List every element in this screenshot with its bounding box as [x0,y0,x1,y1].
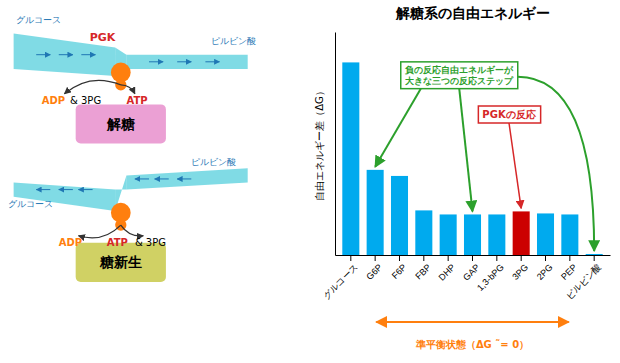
pathway-diagram: 解糖糖新生グルコースPGKピルビン酸ADP& 3PGATPピルビン酸グルコースA… [8,15,256,282]
bar [488,214,505,255]
x-tick-label: 1,3-bPG [475,262,506,293]
flow-arrow [81,54,95,55]
diagram-label: ADP [59,237,82,248]
x-tick: ピルビン酸 [564,255,603,301]
reaction-arrow [79,225,121,238]
x-tick: PEP [559,255,579,282]
annotation-arrow [518,77,594,251]
annotation: 負の反応自由エネルギーが大きな三つの反応ステップ PGKの反応 [375,62,594,251]
range-arrow [376,321,569,323]
x-tick-mark [399,255,400,261]
x-tick-label: 3PG [510,262,530,282]
x-tick: グルコース [321,255,360,301]
annotation-box [478,106,540,123]
x-axis: グルコースG6P F6PFBP DHPGAP1,3-bPG3PG2PGPEPピルビン… [321,255,611,301]
bars [342,62,602,255]
x-tick-mark [423,255,424,261]
flow-arrow [205,61,219,62]
diagram-label: PGK [90,31,116,44]
process-box [76,243,166,282]
bar [586,254,603,255]
x-tick: FBP [413,255,432,282]
diagram-label: ピルビン酸 [191,157,236,167]
annotation-arrow [375,89,421,167]
diagram-label: & 3PG [70,95,101,106]
reaction-arrow [121,85,135,94]
flow-arrow [59,189,73,190]
annotation-arrow [509,123,521,208]
reaction-arrow [121,225,144,236]
bar [513,211,530,255]
reaction-arrow [64,80,120,93]
annotation-text: PGKの反応 [482,109,536,120]
pathway-band [126,168,247,189]
range-label: 準平衡状態（ΔG ˜= 0） [415,339,529,350]
x-tick-label: ピルビン酸 [564,262,603,301]
x-tick-label: 2PG [535,262,555,282]
x-tick: G6P [364,255,384,282]
annotation-arrow [459,89,472,212]
x-tick: DHP [437,255,458,283]
flow-arrow [59,54,73,55]
x-tick-mark [569,255,570,261]
process-label: 糖新生 [99,254,142,270]
x-tick-label: GAP [461,262,482,283]
annotation-line: 負の反応自由エネルギーが [405,65,514,75]
process-label: 解糖 [106,116,135,132]
x-tick: 2PG [535,255,555,282]
x-tick: 1,3-bPG [475,255,506,293]
flow-arrow [177,178,191,179]
y-axis-line [335,33,336,256]
flow-arrow [155,178,169,179]
x-tick-label: PEP [559,262,579,282]
annotation-text: 負の反応自由エネルギーが大きな三つの反応ステップ [405,65,514,86]
x-tick: 3PG [510,255,530,282]
pathway-band [126,55,247,69]
title: 解糖系の自由エネルギー [395,5,550,21]
x-tick: GAP [461,255,482,283]
x-tick-mark [375,255,376,261]
bar [537,213,554,255]
chart: 解糖糖新生グルコースPGKピルビン酸ADP& 3PGATPピルビン酸グルコースA… [0,0,620,363]
bar [440,214,457,255]
diagram-label: ATP [126,95,147,106]
process-box [76,104,166,143]
flow-arrow [135,178,149,179]
flow-arrow [36,189,50,190]
x-tick-mark [472,255,473,261]
x-tick-label: G6P [364,262,384,282]
x-tick-mark [496,255,497,261]
bar [464,214,481,255]
flow-arrow [149,61,163,62]
annotation-box [401,62,518,89]
x-tick-mark [448,255,449,261]
flow-arrow [36,54,50,55]
x-tick-label: F6P [390,262,409,281]
diagram-label: グルコース [16,15,61,25]
annotation-line: 大きな三つの反応ステップ [405,76,514,86]
diagram-label: ピルビン酸 [211,36,256,46]
bar [391,176,408,255]
y-axis-label: 自由エネルギー差（ΔG） [314,86,325,201]
diagram-label: グルコース [8,199,53,209]
x-tick-mark [521,255,522,261]
flow-arrow [79,189,93,190]
x-tick: F6P [390,255,409,281]
diagram-label: ADP [42,95,65,106]
x-tick-mark [545,255,546,261]
x-tick-label: DHP [437,262,458,283]
x-tick-mark [350,255,351,261]
flow-arrow [177,61,191,62]
bar [561,214,578,255]
bar [367,170,384,255]
x-tick-label: FBP [413,262,432,281]
x-tick-label: グルコース [321,262,360,301]
x-tick-mark [594,255,595,261]
y-axis [335,33,336,256]
diagram-label: & 3PG [135,237,166,248]
bar [342,62,359,255]
diagram-label: ATP [107,237,128,248]
bar [415,210,432,255]
